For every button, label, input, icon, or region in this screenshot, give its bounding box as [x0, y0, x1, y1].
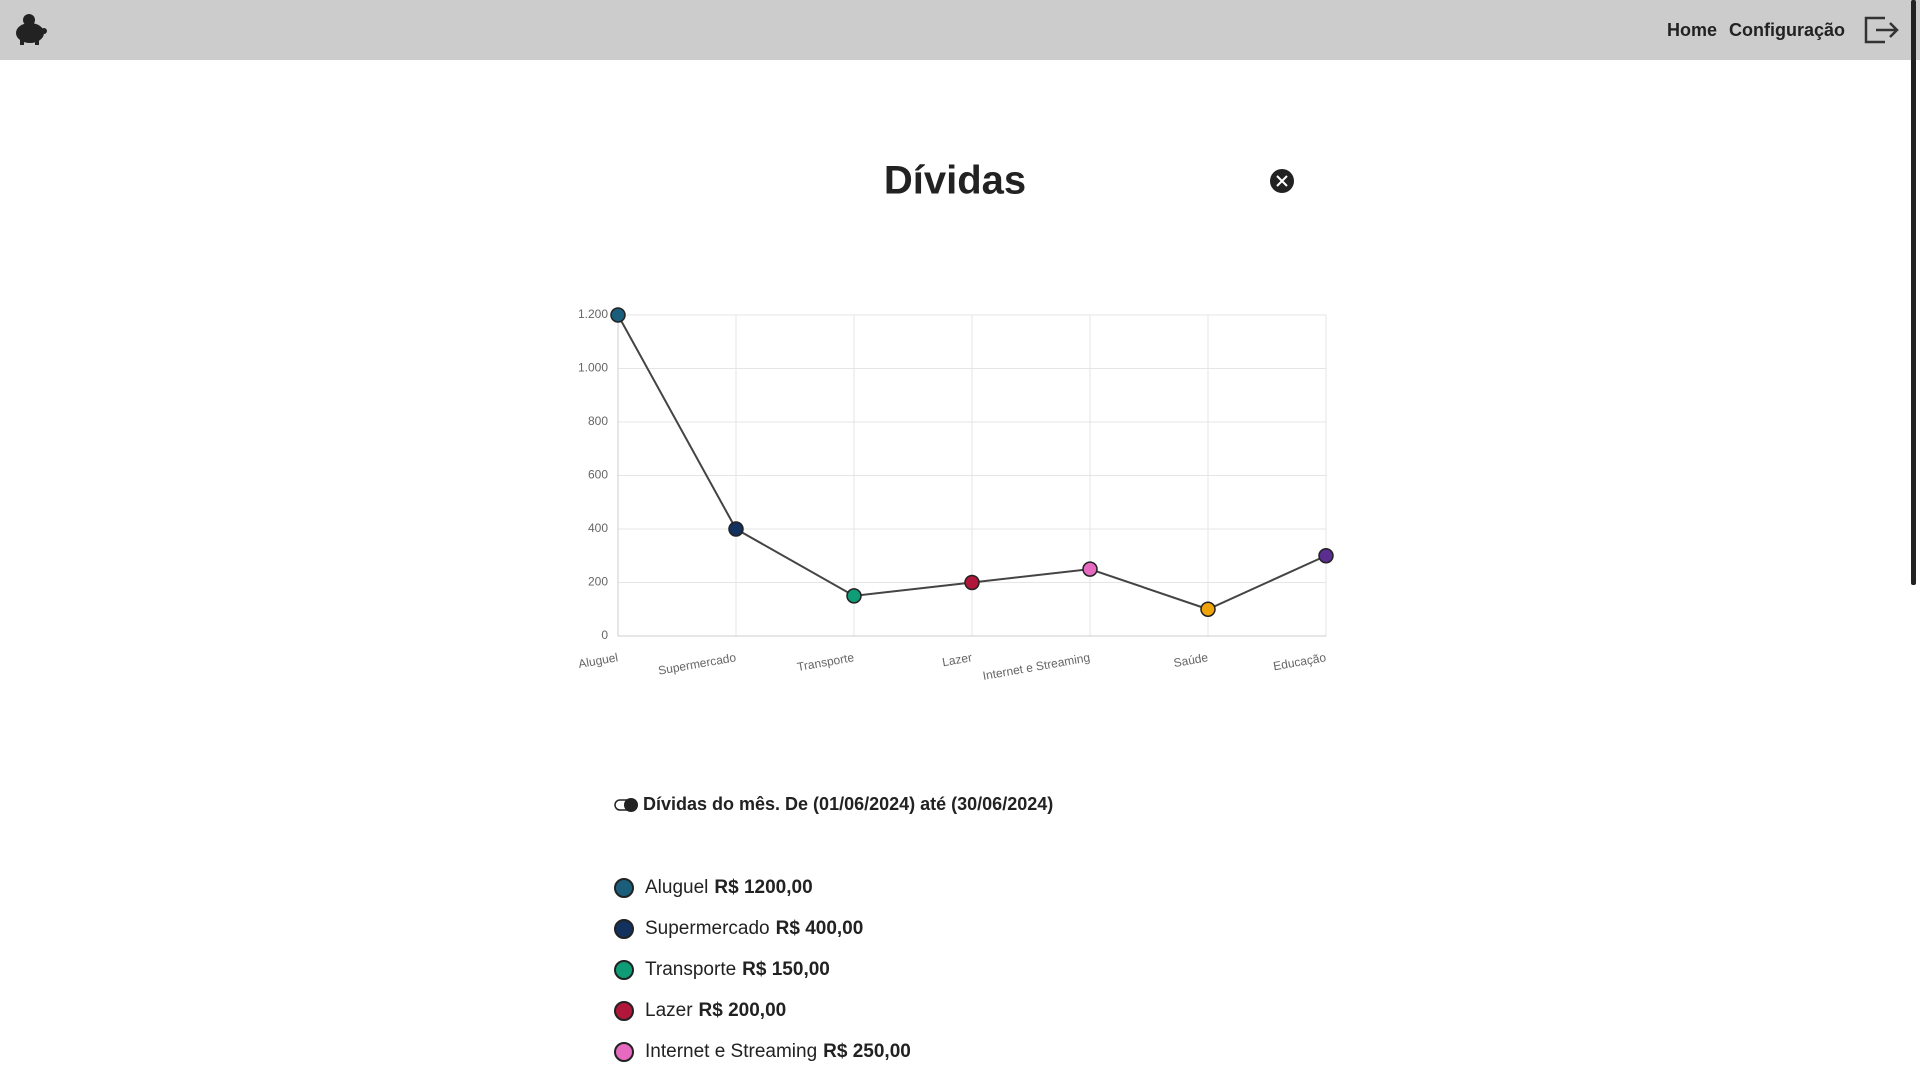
x-tick-label: Educação: [1272, 650, 1327, 673]
point: [1082, 561, 1098, 577]
y-tick-label: 1.200: [578, 307, 608, 321]
item-amount: R$ 1200,00: [714, 877, 812, 898]
y-tick-label: 1.000: [578, 361, 608, 375]
x-tick-label: Internet e Streaming: [982, 650, 1092, 683]
item: Internet e Streaming R$ 250,00: [645, 1041, 911, 1062]
x-tick-label: Aluguel: [577, 650, 619, 671]
item-amount: R$ 150,00: [742, 959, 830, 980]
x-tick-label: Lazer: [941, 650, 973, 669]
item-amount: R$ 400,00: [776, 918, 864, 939]
logout-icon[interactable]: [1864, 16, 1899, 44]
y-tick-label: 200: [588, 575, 608, 589]
x-tick-label: Saúde: [1172, 650, 1209, 670]
point: [1318, 548, 1334, 564]
item-name: Aluguel: [645, 877, 708, 898]
close-button[interactable]: [1270, 169, 1294, 193]
item-dot: [614, 1001, 634, 1021]
item-dot: [614, 919, 634, 939]
toggle[interactable]: [614, 798, 638, 812]
navbar: [0, 0, 1920, 60]
nav-link[interactable]: Configuração: [1729, 20, 1845, 40]
y-tick-label: 600: [588, 468, 608, 482]
summary: Dívidas do mês. De (01/06/2024) até (30/…: [643, 794, 1053, 814]
point: [846, 588, 862, 604]
item: Supermercado R$ 400,00: [645, 918, 863, 939]
item-name: Internet e Streaming: [645, 1041, 817, 1062]
item: Lazer R$ 200,00: [645, 1000, 786, 1021]
item-dot: [614, 878, 634, 898]
item-name: Supermercado: [645, 918, 770, 939]
point: [1200, 601, 1216, 617]
y-tick-label: 0: [601, 628, 608, 642]
item-amount: R$ 200,00: [699, 1000, 787, 1021]
y-tick-label: 400: [588, 521, 608, 535]
point: [964, 574, 980, 591]
x-tick-label: Transporte: [796, 650, 855, 674]
item: Aluguel R$ 1200,00: [645, 877, 813, 898]
point: [610, 307, 626, 323]
item-name: Lazer: [645, 1000, 693, 1021]
item-name: Transporte: [645, 959, 736, 980]
y-tick-label: 800: [588, 414, 608, 428]
scrollbar[interactable]: [1911, 0, 1916, 585]
item: Transporte R$ 150,00: [645, 959, 830, 980]
logo[interactable]: [16, 14, 47, 45]
page-title: Dívidas: [884, 159, 1026, 203]
x-tick-label: Supermercado: [657, 650, 737, 678]
item-dot: [614, 960, 634, 980]
nav-link[interactable]: Home: [1667, 20, 1717, 40]
item-amount: R$ 250,00: [823, 1041, 911, 1062]
item-dot: [614, 1042, 634, 1062]
point: [728, 521, 744, 537]
